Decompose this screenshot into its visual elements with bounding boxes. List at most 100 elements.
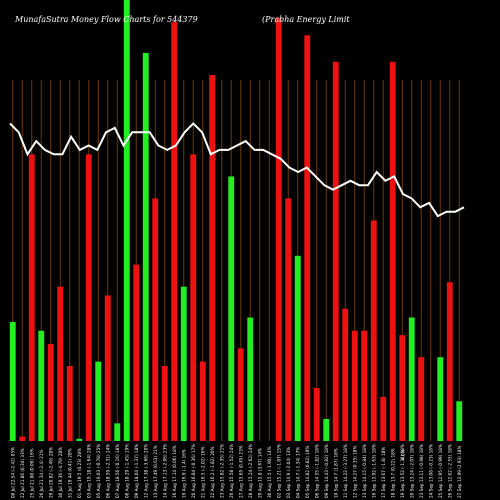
x-tick-label: 09 Aug 18.04 (-1.37) 18% — [134, 444, 139, 498]
x-tick-label: 10 Sep 14.7 (1.87) 18% — [333, 448, 338, 498]
x-tick-label: 11 Sep 14.22 (-3.27) 18% — [343, 444, 348, 498]
money-flow-bar — [95, 361, 102, 441]
x-tick-label: 22 Jul 21.86 (0.34) 33% — [20, 448, 25, 498]
money-flow-bar — [123, 0, 130, 441]
x-tick-label: 23 Sep 13.11 (-0.98) 18% — [419, 444, 424, 498]
x-tick-label: 04 Sep 14.7 (-1.34) 17% — [295, 447, 300, 498]
x-tick-label: 06 Aug 18.59 (-2.31) 24% — [105, 444, 110, 498]
money-flow-bar — [47, 343, 54, 441]
money-flow-bar — [370, 220, 377, 441]
money-flow-line — [9, 122, 465, 218]
money-flow-bar — [418, 357, 425, 441]
x-tick-label: 25 Sep 12.95 (-0.99) 18% — [438, 444, 443, 498]
money-flow-bar — [57, 286, 64, 441]
money-flow-bar — [342, 308, 349, 441]
money-flow-bar — [85, 154, 92, 441]
x-tick-label: 16 Sep 13.92 (-1.63) 18% — [371, 444, 376, 498]
x-tick-label: 21 Aug 16.5 (-2.02) 16% — [200, 446, 205, 498]
x-tick-labels: 08 Jul 22.54 (-2.42) 05% 22 Jul 21.86 (0.… — [10, 444, 462, 498]
x-tick-label: 29 Aug 15.8 (3.67) 14% — [257, 448, 262, 498]
money-flow-bar — [180, 286, 187, 441]
money-flow-bar — [408, 317, 415, 441]
extra-tick-label: 4.0% — [400, 449, 405, 460]
money-flow-bar — [209, 74, 216, 441]
money-flow-bar — [171, 22, 178, 442]
bars — [9, 0, 463, 442]
money-flow-bar — [275, 17, 282, 441]
money-flow-bar — [199, 361, 206, 441]
money-flow-bar — [161, 366, 168, 441]
money-flow-bar — [228, 176, 235, 441]
x-tick-label: 08 Aug 18.29 (-1.45) 19% — [124, 444, 129, 498]
x-tick-label: 27 Aug 15.65 (0.45) 23% — [238, 445, 243, 498]
x-tick-label: 13 Aug 17.49 (0.63) 21% — [153, 445, 158, 498]
chart-title-left: MunafaSutra Money Flow Charts for 544379 — [14, 15, 198, 24]
money-flow-bar — [38, 330, 45, 441]
x-tick-label: 09 Sep 14.43 (-0.82) 18% — [324, 444, 329, 498]
x-tick-label: 24 Sep 13.08 (-0.23) 18% — [428, 444, 433, 498]
money-flow-line-layer — [9, 122, 465, 218]
money-flow-bar — [361, 330, 368, 441]
x-tick-label: 17 Sep 13.67 (-1.8) 18% — [381, 447, 386, 498]
money-flow-bar — [152, 198, 159, 441]
x-tick-label: 26 Aug 15.58 (-1.52) 24% — [229, 444, 234, 498]
x-tick-label: 22 Aug 16.2 (-1.82) 20% — [210, 446, 215, 498]
money-flow-bar — [446, 282, 453, 441]
x-tick-label: 06 Sep 14.55 (-1.82) 18% — [314, 444, 319, 498]
money-flow-bar — [437, 357, 444, 441]
money-flow-bar — [66, 366, 73, 441]
x-tick-label: 07 Aug 18.56 (-0.16) 18% — [115, 444, 120, 498]
money-flow-bar — [28, 154, 35, 441]
x-tick-label: 08 Jul 22.54 (-2.42) 05% — [10, 447, 15, 498]
x-tick-label: 03 Sep 14.9 (-2.04) 13% — [286, 447, 291, 498]
money-flow-bar — [76, 438, 83, 441]
x-tick-label: 12 Sep 14.27 (0.35) 18% — [352, 446, 357, 498]
money-flow-bar — [104, 295, 111, 441]
x-tick-label: 13 Sep 14.15 (-0.84) 18% — [362, 444, 367, 498]
x-tick-label: 27 Sep 12.99 (2.93) 18% — [457, 446, 462, 498]
x-tick-label: 23 Aug 15.82 (-2.35) 21% — [219, 444, 224, 498]
money-flow-bar — [9, 321, 16, 441]
money-flow-bar — [456, 401, 463, 441]
x-tick-label: 18 Sep 13.7 (0.22) 18% — [390, 448, 395, 498]
money-flow-bar — [19, 436, 26, 441]
x-tick-label: 30 Aug 15.5 (-1.90) 14% — [267, 446, 272, 498]
money-flow-bar — [351, 330, 358, 441]
x-tick-label: 19 Sep 13.52 (-1.31) 18% — [400, 444, 405, 498]
x-tick-label: 26 Jul 21.34 (-2.4) 21% — [39, 450, 44, 498]
x-tick-label: 25 Jul 21.88 (0.09) 16% — [29, 448, 34, 498]
money-flow-bar — [323, 418, 330, 441]
x-tick-label: 12 Aug 17.38 (-3.66) 20% — [143, 444, 148, 498]
money-flow-bar — [285, 198, 292, 441]
money-flow-bar — [133, 264, 140, 441]
x-tick-label: 03 Aug 19.18 (-1.64) 28% — [86, 444, 91, 498]
money-flow-bar — [399, 335, 406, 441]
x-tick-label: 19 Aug 16.9 (-1.4) 16% — [181, 449, 186, 498]
money-flow-bar — [304, 35, 311, 441]
x-tick-label: 05 Sep 14.82 (0.82) 19% — [305, 446, 310, 498]
money-flow-bar — [190, 154, 197, 441]
x-tick-label: 28 Aug 15.24 (-2.62) 24% — [248, 444, 253, 498]
x-tick-label: 29 Jul 20.82 (-2.49) 28% — [48, 447, 53, 498]
x-tick-label: 16 Aug 17.14 (0.06) 18% — [172, 445, 177, 498]
money-flow-bar — [332, 61, 339, 442]
money-flow-bar — [142, 52, 149, 442]
x-tick-label: 31 Jul 19.44 (0.41) 28% — [67, 448, 72, 498]
money-flow-bar — [114, 423, 121, 441]
money-flow-bar — [389, 61, 396, 442]
money-flow-bar — [380, 396, 387, 441]
x-tick-label: 20 Sep 13.24 (-2.07) 18% — [409, 444, 414, 498]
money-flow-bar — [313, 388, 320, 441]
x-tick-label: 05 Aug 19.03 (-0.78) 25% — [96, 444, 101, 498]
x-tick-label: 14 Aug 17.13 (-2.06) 23% — [162, 444, 167, 498]
chart-title-right: (Prabha Energy Limit — [262, 15, 350, 24]
x-tick-label: 01 Aug 19.5 (0.23) 28% — [77, 448, 82, 498]
x-tick-label: 02 Sep 15.21 (-1.87) 15% — [276, 444, 281, 498]
money-flow-bar — [247, 317, 254, 441]
x-tick-label: 20 Aug 16.84 (-0.36) 17% — [191, 444, 196, 498]
x-tick-label: 26 Sep 12.62 (-2.55) 18% — [447, 444, 452, 498]
money-flow-bar — [294, 255, 301, 441]
money-flow-bar — [237, 348, 244, 441]
x-tick-label: 30 Jul 19.36 (-4.79) 28% — [58, 447, 63, 498]
